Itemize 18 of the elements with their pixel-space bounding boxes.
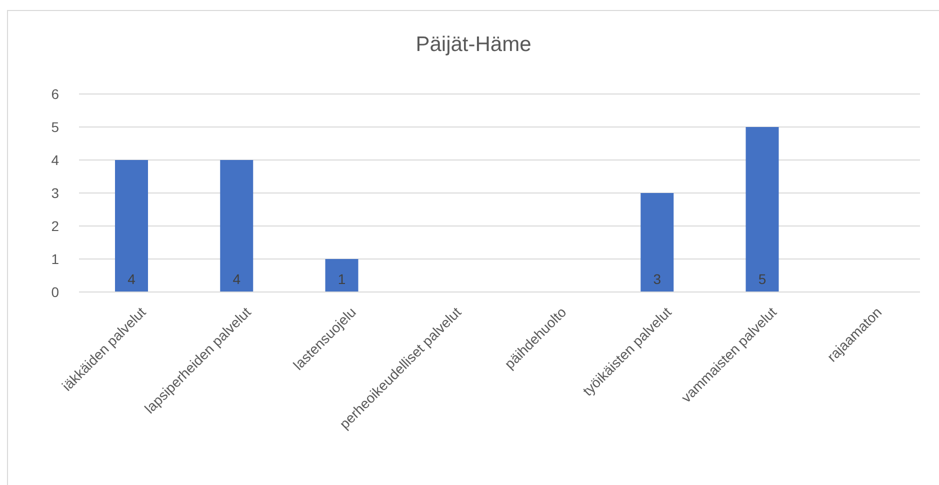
bar bbox=[220, 160, 254, 292]
y-tick-label: 4 bbox=[51, 152, 60, 168]
data-label: 5 bbox=[758, 271, 766, 287]
y-tick-label: 1 bbox=[51, 250, 60, 267]
data-label: 3 bbox=[653, 271, 662, 287]
data-label: 4 bbox=[232, 271, 241, 287]
data-label: 4 bbox=[128, 271, 136, 287]
bar bbox=[325, 259, 358, 292]
chart-title: Päijät-Häme bbox=[414, 33, 532, 57]
bar bbox=[640, 193, 674, 292]
y-tick-label: 3 bbox=[51, 184, 60, 201]
y-tick-label: 2 bbox=[51, 218, 60, 234]
y-tick-label: 0 bbox=[51, 284, 60, 300]
bar bbox=[746, 127, 779, 292]
data-label: 1 bbox=[338, 271, 346, 287]
y-tick-label: 6 bbox=[51, 86, 60, 102]
y-tick-label: 5 bbox=[51, 118, 60, 135]
bar bbox=[115, 160, 148, 292]
